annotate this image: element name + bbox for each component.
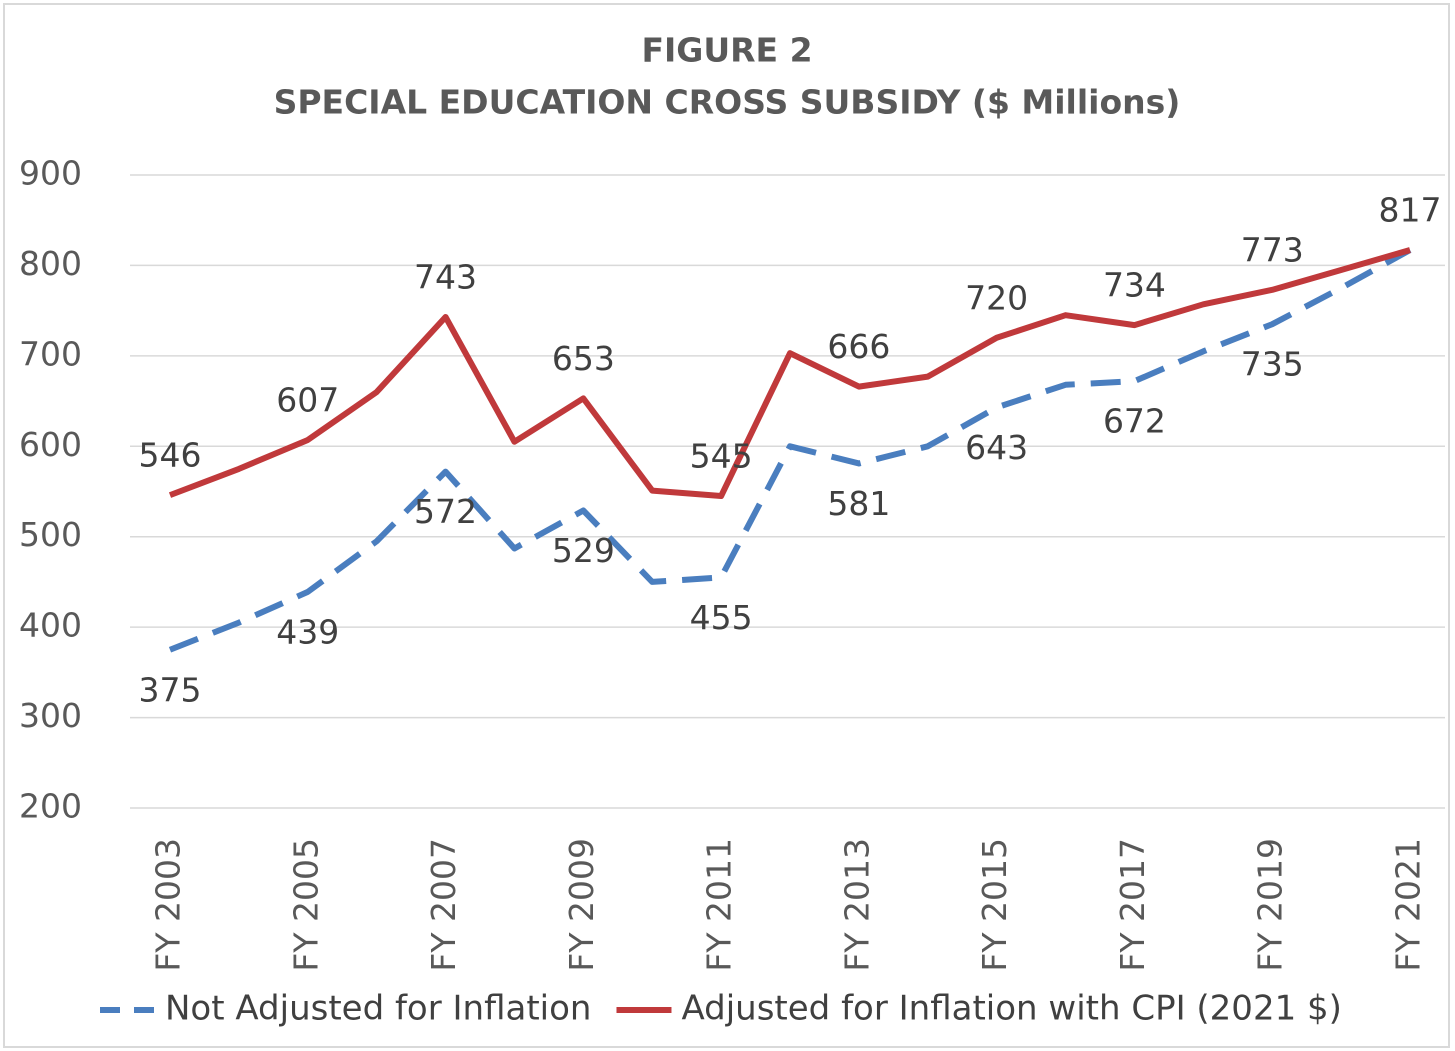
data-label: 439 <box>276 612 339 651</box>
chart-border <box>3 3 1450 1048</box>
y-tick-label: 600 <box>19 425 82 464</box>
y-tick-label: 700 <box>19 334 82 373</box>
data-label: 817 <box>1379 191 1442 230</box>
legend-label: Not Adjusted for Inflation <box>165 989 591 1029</box>
data-label: 545 <box>690 437 753 476</box>
chart-subtitle: SPECIAL EDUCATION CROSS SUBSIDY ($ Milli… <box>274 83 1181 122</box>
data-label: 643 <box>965 428 1028 467</box>
x-tick-label: FY 2011 <box>700 838 739 972</box>
x-tick-label: FY 2005 <box>286 838 325 972</box>
data-label: 735 <box>1241 345 1304 384</box>
data-label: 720 <box>965 278 1028 317</box>
y-tick-label: 800 <box>19 244 82 283</box>
data-label: 529 <box>552 531 615 570</box>
x-tick-label: FY 2015 <box>975 838 1014 972</box>
data-label: 773 <box>1241 230 1304 269</box>
legend-label: Adjusted for Inflation with CPI (2021 $) <box>681 989 1341 1029</box>
data-label: 455 <box>690 598 753 637</box>
data-label: 607 <box>276 380 339 419</box>
data-label: 581 <box>827 484 890 523</box>
x-tick-label: FY 2003 <box>149 838 188 972</box>
series-line <box>168 247 1411 500</box>
y-tick-label: 500 <box>19 515 82 554</box>
series-line <box>168 247 1412 653</box>
x-tick-label: FY 2013 <box>837 838 876 972</box>
data-label: 572 <box>414 492 477 531</box>
x-tick-label: FY 2019 <box>1251 838 1290 972</box>
x-tick-label: FY 2017 <box>1113 838 1152 972</box>
data-label: 546 <box>139 436 202 475</box>
y-tick-label: 200 <box>19 787 82 826</box>
x-tick-label: FY 2007 <box>424 838 463 972</box>
data-label: 666 <box>827 327 890 366</box>
data-label: 653 <box>552 339 615 378</box>
data-label: 743 <box>414 257 477 296</box>
data-label: 734 <box>1103 266 1166 305</box>
y-tick-label: 900 <box>19 154 82 193</box>
data-label: 672 <box>1103 402 1166 441</box>
x-tick-label: FY 2009 <box>562 838 601 972</box>
y-tick-label: 400 <box>19 606 82 645</box>
x-tick-label: FY 2021 <box>1389 838 1428 972</box>
y-tick-label: 300 <box>19 696 82 735</box>
data-label: 375 <box>139 670 202 709</box>
chart-title: FIGURE 2 <box>641 31 812 70</box>
